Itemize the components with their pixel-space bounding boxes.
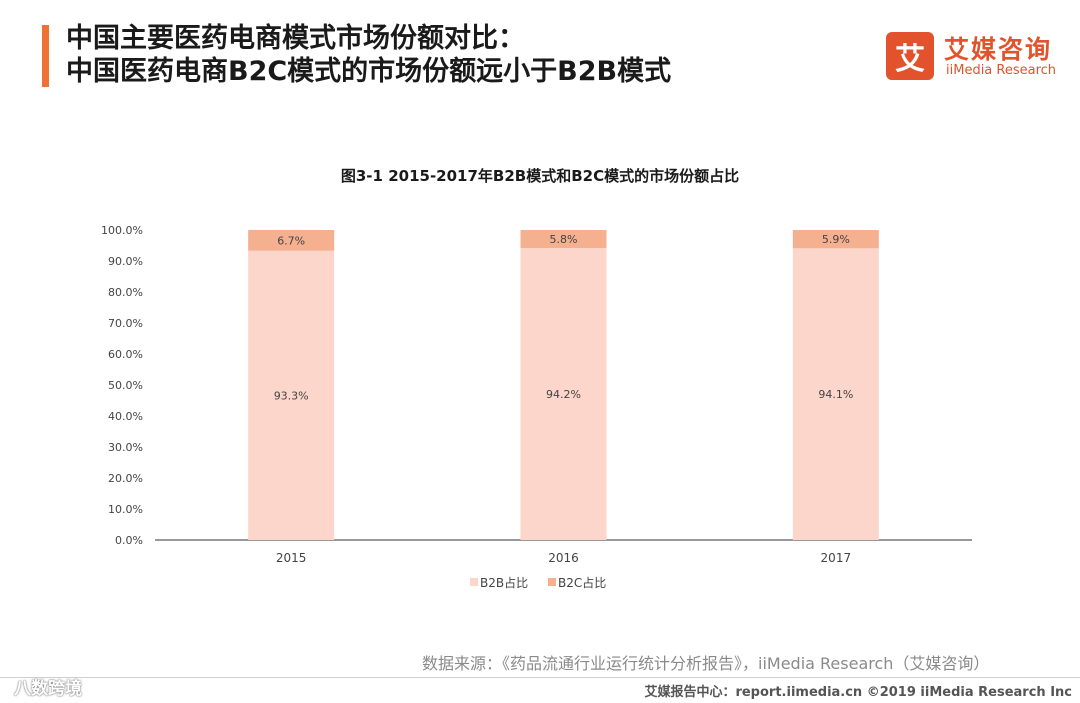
logo-name-en: iiMedia Research [946, 63, 1057, 78]
bar-b2c [520, 230, 607, 248]
legend-label-b2c: B2C占比 [558, 575, 606, 590]
y-tick-label: 30.0% [108, 441, 143, 454]
title-accent-bar [42, 25, 49, 87]
y-tick-label: 80.0% [108, 286, 143, 299]
iimedia-logo: 艾 艾媒咨询 iiMedia Research [886, 28, 1066, 84]
x-tick-label: 2016 [548, 551, 579, 565]
page-title: 中国主要医药电商模式市场份额对比： 中国医药电商B2C模式的市场份额远小于B2B… [66, 22, 671, 88]
y-tick-label: 70.0% [108, 317, 143, 330]
data-label-b2c: 5.8% [550, 233, 578, 246]
y-tick-label: 100.0% [101, 224, 143, 237]
footer-divider [0, 677, 1080, 678]
logo-name-cn: 艾媒咨询 [944, 35, 1053, 64]
page-title-line1: 中国主要医药电商模式市场份额对比： [66, 23, 525, 54]
legend-swatch-b2c [548, 578, 556, 586]
bar-b2c [248, 230, 335, 251]
y-tick-label: 20.0% [108, 472, 143, 485]
y-tick-label: 90.0% [108, 255, 143, 268]
data-label-b2c: 6.7% [277, 234, 305, 247]
bar-b2b [792, 248, 879, 541]
watermark: 八数跨境 [14, 679, 82, 699]
y-tick-label: 50.0% [108, 379, 143, 392]
footer-text: 艾媒报告中心：report.iimedia.cn ©2019 iiMedia R… [644, 685, 1072, 700]
y-tick-label: 60.0% [108, 348, 143, 361]
legend-label-b2b: B2B占比 [480, 575, 528, 590]
y-tick-label: 40.0% [108, 410, 143, 423]
data-label-b2b: 93.3% [274, 389, 309, 402]
data-source: 数据来源：《药品流通行业运行统计分析报告》，iiMedia Research（艾… [422, 654, 990, 673]
page-title-line2: 中国医药电商B2C模式的市场份额远小于B2B模式 [66, 56, 672, 87]
x-tick-label: 2015 [276, 551, 307, 565]
data-label-b2b: 94.2% [546, 388, 581, 401]
data-label-b2b: 94.1% [818, 388, 853, 401]
x-tick-label: 2017 [821, 551, 852, 565]
bar-b2c [792, 230, 879, 249]
chart-title: 图3-1 2015-2017年B2B模式和B2C模式的市场份额占比 [340, 167, 740, 185]
y-tick-label: 10.0% [108, 503, 143, 516]
logo-icon: 艾 [886, 32, 934, 80]
bar-b2b [248, 250, 335, 540]
stacked-bar-chart: 0.0% 10.0% 20.0% 30.0% 40.0% 50.0% 60.0% 70.0% 8… [101, 224, 972, 590]
y-tick-label: 0.0% [115, 534, 143, 547]
legend-swatch-b2b [470, 578, 478, 586]
bar-b2b [520, 247, 607, 541]
data-label-b2c: 5.9% [822, 233, 850, 246]
